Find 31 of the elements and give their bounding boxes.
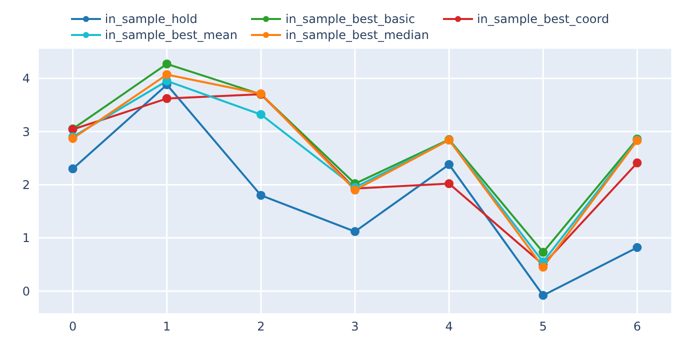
point [350, 227, 360, 236]
point [256, 190, 266, 200]
x-tick-label: 6 [633, 320, 642, 334]
point [538, 248, 548, 257]
x-tick-label: 0 [68, 320, 77, 334]
point [538, 290, 548, 300]
point [444, 179, 454, 188]
point [162, 70, 172, 80]
point [632, 243, 642, 252]
x-tick-label: 4 [445, 320, 453, 334]
y-tick-label: 0 [22, 284, 30, 298]
point [538, 262, 548, 272]
legend-label: in_sample_best_basic [285, 12, 416, 26]
x-tick-label: 5 [539, 320, 547, 334]
point [256, 110, 266, 119]
y-tick-label: 3 [22, 124, 30, 139]
legend-label: in_sample_best_mean [104, 28, 238, 42]
point [444, 160, 454, 170]
y-tick-label: 2 [22, 178, 30, 192]
legend-label: in_sample_best_coord [476, 12, 610, 26]
x-tick-label: 3 [351, 320, 359, 334]
legend-label: in_sample_hold [104, 12, 198, 26]
point [68, 164, 78, 174]
x-tick-label: 2 [257, 320, 265, 334]
legend-label: in_sample_best_median [285, 28, 429, 42]
point [162, 59, 172, 68]
point [632, 158, 642, 168]
point [162, 94, 172, 104]
x-tick-label: 1 [163, 320, 171, 334]
y-tick-label: 1 [22, 231, 30, 246]
y-tick-label: 4 [22, 72, 30, 86]
